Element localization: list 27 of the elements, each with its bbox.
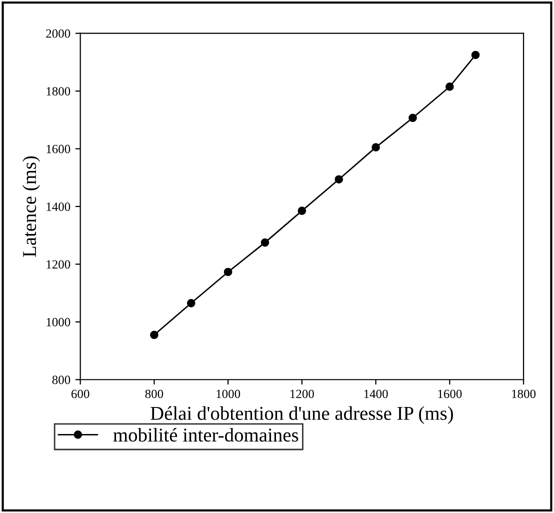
- y-tick-label: 1600: [46, 144, 70, 154]
- x-tick-label: 1800: [512, 390, 536, 398]
- point: [372, 143, 380, 152]
- x-tick-label: 800: [145, 390, 164, 398]
- point: [224, 268, 232, 276]
- x-tick-label: 1200: [290, 390, 314, 398]
- y-tick-label: 800: [52, 376, 70, 384]
- point: [334, 175, 344, 184]
- x-tick-label: 1600: [438, 390, 462, 398]
- y-tick-label: 2000: [46, 29, 70, 38]
- legend-label: mobilité inter-domaines: [113, 428, 298, 442]
- y-tick-label: 1800: [46, 87, 70, 96]
- y-axis-title: Latence (ms): [22, 156, 40, 257]
- y-tick-label: 1000: [46, 318, 70, 326]
- point: [408, 114, 417, 122]
- point: [186, 298, 196, 308]
- point: [471, 50, 480, 60]
- y-tick-label: 1200: [46, 260, 70, 269]
- x-tick-label: 1400: [364, 390, 388, 398]
- x-tick-label: 1000: [216, 390, 240, 398]
- point: [298, 206, 306, 215]
- point: [445, 82, 454, 91]
- point: [150, 330, 158, 340]
- x-axis-title: Délai d'obtention d'une adresse IP (ms): [150, 406, 453, 424]
- point: [260, 238, 270, 247]
- x-tick-label: 600: [71, 390, 90, 398]
- y-tick-label: 1400: [46, 202, 70, 211]
